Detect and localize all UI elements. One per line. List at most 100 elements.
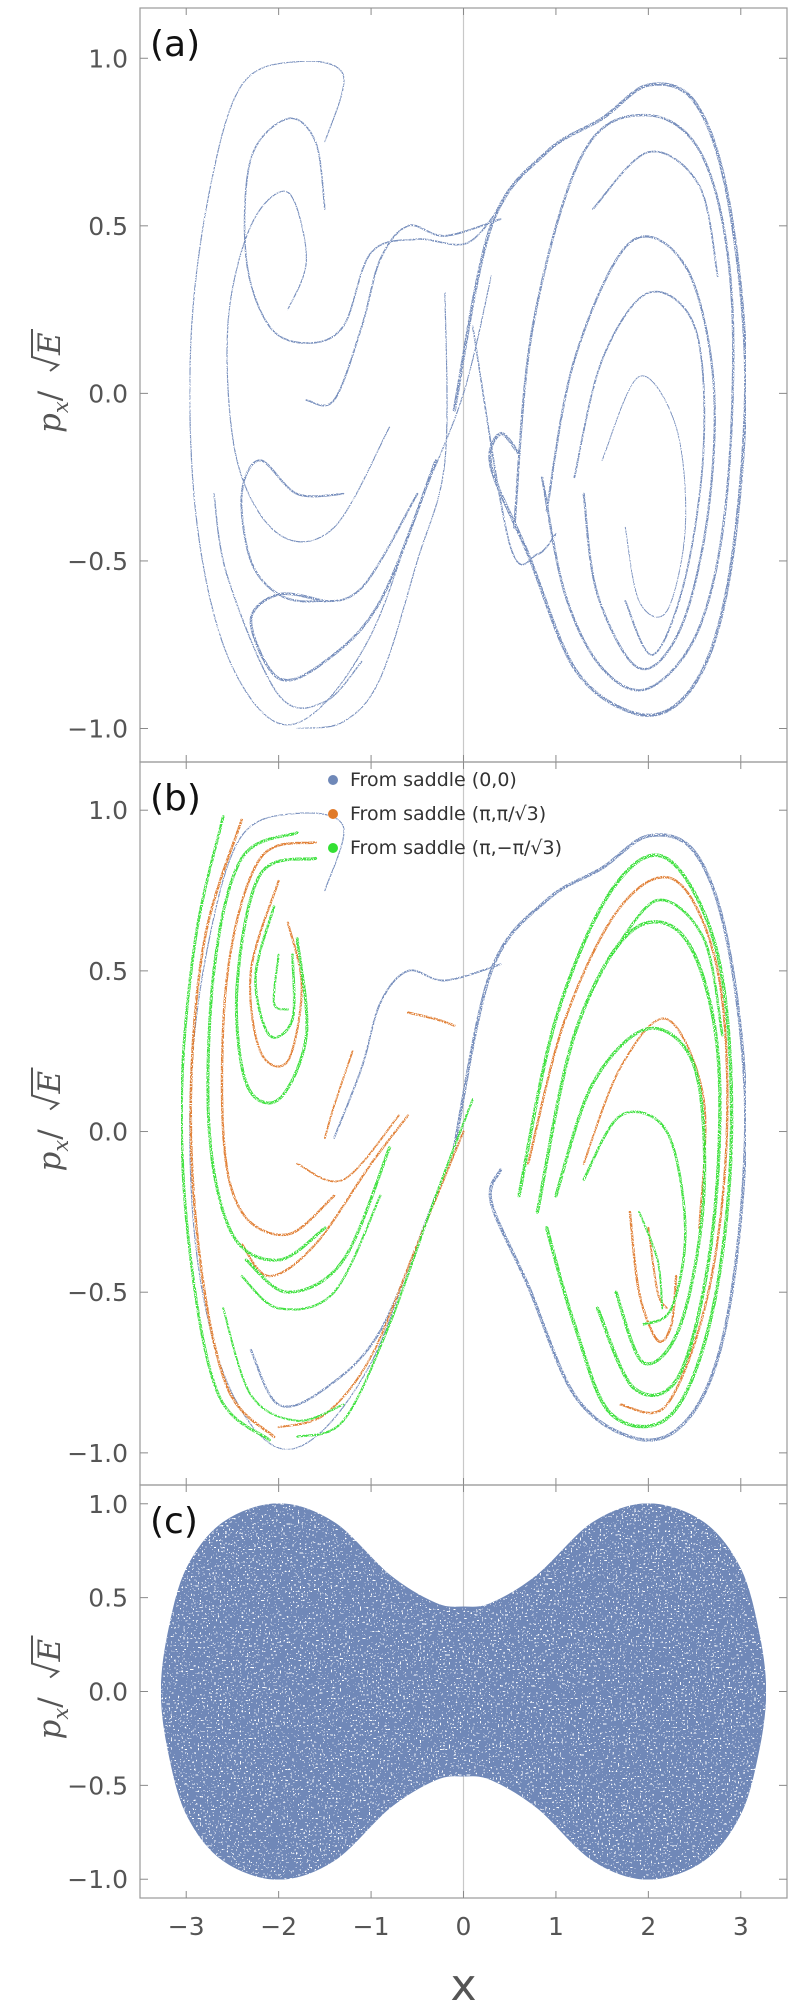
series-0-strand <box>333 963 502 1139</box>
series-2-strand <box>206 831 327 1262</box>
panel-b-data <box>180 812 748 1451</box>
series-2-strand <box>610 898 724 1037</box>
panel-b: −1.0−0.50.00.51.0 (b) From saddle (0,0)F… <box>31 761 788 1486</box>
panel-a-label: (a) <box>150 24 200 65</box>
series-0-strand <box>213 493 363 709</box>
series-0-strand <box>471 325 557 566</box>
series-1-strand <box>240 1114 410 1278</box>
panel-c: −1.0 −0.5 0.0 0.5 1.0 −3 −2 −1 0 1 2 3 (c) px/E <box>31 1484 788 1941</box>
y-axis-label-radicand: E <box>32 1639 68 1663</box>
y-tick-label: 0.0 <box>88 379 128 408</box>
series-1-strand <box>406 1011 456 1027</box>
sqrt-sign-icon <box>31 329 61 372</box>
series-1-strand <box>296 1114 400 1183</box>
series-2-strand <box>240 1194 382 1311</box>
series-2-strand <box>582 1110 687 1326</box>
panel-b-ticks: −1.0 −0.5 0.0 0.5 1.0 <box>67 762 787 1485</box>
series-1-strand <box>220 841 336 1237</box>
y-tick-label: 1.0 <box>88 796 128 825</box>
series-1-strand <box>189 818 276 1439</box>
x-tick-label: −3 <box>168 1912 205 1941</box>
series-1-strand <box>324 1050 354 1139</box>
y-tick-label: 0.5 <box>88 1584 128 1613</box>
y-axis-label-radicand: E <box>32 1071 68 1095</box>
x-tick-label: −2 <box>260 1912 297 1941</box>
series-0-strand <box>296 292 448 730</box>
panel-c-ticks: −1.0 −0.5 0.0 0.5 1.0 −3 −2 −1 0 1 2 3 <box>67 1485 787 1941</box>
series-0-strand <box>189 812 465 1451</box>
y-axis-label: px/ <box>32 390 73 433</box>
series-0-strand <box>592 150 719 277</box>
series-2-strand <box>222 1307 345 1422</box>
legend-entry: From saddle (π,π/√3) <box>350 803 546 825</box>
series-1-strand <box>628 1210 678 1343</box>
series-2-strand <box>517 853 734 1429</box>
y-axis-label: px/ <box>32 1697 73 1740</box>
sqrt-sign-icon <box>31 1635 61 1679</box>
series-1-strand <box>277 1130 465 1429</box>
y-tick-label: −0.5 <box>67 1278 128 1307</box>
series-2-strand <box>638 1210 664 1310</box>
panel-b-ylabel: px/E <box>31 1067 73 1172</box>
series-0-strand <box>305 218 502 407</box>
y-tick-label: 1.0 <box>88 1490 128 1519</box>
y-axis-label-radicand: E <box>32 332 68 356</box>
series-2-strand <box>272 953 289 1011</box>
sqrt-sign-icon <box>31 1067 61 1111</box>
series-2-strand <box>254 905 296 1039</box>
series-0-strand <box>249 1194 437 1408</box>
y-tick-label: 0.5 <box>88 212 128 241</box>
x-tick-label: 0 <box>456 1912 472 1941</box>
x-tick-label: 2 <box>640 1912 656 1941</box>
y-tick-label: 1.0 <box>88 44 128 73</box>
x-tick-label: −1 <box>353 1912 390 1941</box>
legend-marker <box>328 843 338 853</box>
panel-a-ylabel: px/E <box>31 329 73 433</box>
series-1-strand <box>647 1226 668 1310</box>
series-0-strand <box>452 82 748 717</box>
panel-a: −1.0 −0.5 0.0 0.5 1.0 (a) px/E <box>31 7 788 763</box>
series-2-strand <box>535 920 722 1397</box>
series-0-strand <box>243 117 506 344</box>
legend-marker <box>328 775 338 785</box>
filled-region <box>160 1503 767 1880</box>
series-0-strand <box>573 290 706 656</box>
y-tick-label: −0.5 <box>67 1771 128 1800</box>
y-tick-label: 0.0 <box>88 1118 128 1147</box>
y-axis-label: px/ <box>32 1129 73 1172</box>
panel-c-data <box>160 1503 767 1880</box>
series-0-strand <box>226 190 391 543</box>
y-tick-label: −0.5 <box>67 547 128 576</box>
series-0-strand <box>240 459 419 603</box>
series-0-strand <box>249 459 438 682</box>
series-0-strand <box>601 375 687 618</box>
series-2-strand <box>234 856 318 1105</box>
y-tick-label: 0.0 <box>88 1678 128 1707</box>
series-1-strand <box>527 875 729 1415</box>
series-2-strand <box>244 1146 392 1294</box>
panel-a-ticks: −1.0 −0.5 0.0 0.5 1.0 <box>67 8 787 762</box>
x-axis-title: x <box>450 1960 476 2011</box>
series-2-strand <box>296 1098 474 1438</box>
panel-c-ylabel: px/E <box>31 1635 73 1740</box>
panel-b-legend: From saddle (0,0) From saddle (π,π/√3) Fro… <box>328 769 562 859</box>
series-0-strand <box>545 235 716 671</box>
legend-entry: From saddle (π,−π/√3) <box>350 837 562 859</box>
x-tick-label: 1 <box>548 1912 564 1941</box>
series-0-strand <box>513 113 735 692</box>
series-2-strand <box>180 815 271 1442</box>
series-2-strand <box>554 1026 707 1366</box>
legend-entry: From saddle (0,0) <box>350 769 517 791</box>
series-0-strand <box>189 60 492 726</box>
y-tick-label: −1.0 <box>67 1865 128 1894</box>
x-tick-label: 3 <box>733 1912 749 1941</box>
y-tick-label: −1.0 <box>67 714 128 743</box>
y-tick-label: 0.5 <box>88 957 128 986</box>
series-1-strand <box>248 879 303 1068</box>
panel-b-label: (b) <box>150 778 201 819</box>
panel-c-label: (c) <box>150 1501 198 1542</box>
y-tick-label: −1.0 <box>67 1439 128 1468</box>
panel-a-data <box>189 60 748 730</box>
series-0-strand <box>452 833 748 1442</box>
